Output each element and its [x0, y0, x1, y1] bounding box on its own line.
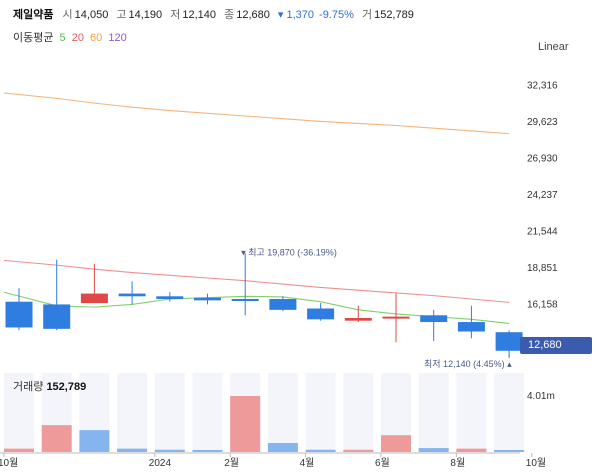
- y-tick-label: 16,158: [527, 300, 558, 311]
- x-tick-label: 4월: [300, 457, 315, 469]
- x-tick-label: 10월: [526, 457, 546, 469]
- volume-bar: [154, 449, 185, 452]
- volume-bar: [381, 435, 411, 452]
- volume-label: 거: [361, 9, 373, 21]
- volume-bar-background: [117, 373, 148, 452]
- candle-body: [269, 299, 297, 310]
- price-change: ▾ 1,370: [277, 9, 315, 21]
- volume-bar: [494, 450, 525, 452]
- volume-bar: [79, 430, 110, 452]
- stock-summary-header: 제일약품 시 14,050 고 14,190 저 12,140 종 12,680 ▾ 1…: [13, 6, 419, 22]
- close-label: 종: [224, 9, 235, 21]
- moving-average-legend[interactable]: 이동평균 5 20 60 120: [13, 29, 130, 45]
- time-x-axis: 10월 2024 2월 4월 6월 8월 10월: [0, 452, 546, 469]
- volume-plot-area: [4, 373, 525, 452]
- scale-toggle-button[interactable]: Linear: [538, 41, 569, 53]
- volume-panel-label: 거래량: [13, 381, 44, 393]
- ma-20-period[interactable]: 20: [71, 32, 84, 44]
- price-change-percent: -9.75%: [319, 9, 354, 21]
- volume-bar: [418, 448, 449, 452]
- high-value: 14,190: [128, 9, 163, 21]
- volume-bar-background: [267, 373, 298, 452]
- low-label: 저: [170, 9, 181, 21]
- x-tick-label: 2024: [149, 458, 172, 469]
- candle-body: [420, 315, 448, 323]
- y-tick-label: 18,851: [527, 263, 558, 274]
- volume-bar: [4, 448, 34, 452]
- volume-bar-background: [305, 373, 336, 452]
- volume-bar: [192, 450, 223, 452]
- volume-bar: [267, 443, 298, 452]
- ma-120-period[interactable]: 120: [108, 32, 127, 44]
- candle-body: [43, 304, 71, 329]
- open-value: 14,050: [74, 9, 109, 21]
- volume-bar: [41, 425, 72, 452]
- ma60-line: [3, 92, 510, 135]
- volume-bar-background: [418, 373, 449, 452]
- x-tick-label: 10월: [0, 457, 18, 469]
- y-tick-label: 29,623: [527, 117, 558, 128]
- candle-body: [5, 301, 33, 328]
- volume-axis-label: 4.01m: [527, 391, 555, 402]
- candle-body: [80, 293, 108, 304]
- last-price-tag: 12,680: [520, 337, 592, 354]
- volume-bar: [343, 449, 374, 452]
- low-value: 12,140: [182, 9, 217, 21]
- volume-bar-background: [154, 373, 185, 452]
- volume-bar-background: [494, 373, 525, 452]
- y-tick-label: 21,544: [527, 227, 558, 238]
- x-tick-label: 2월: [224, 457, 239, 469]
- candle-body: [495, 332, 523, 351]
- ma-5-period[interactable]: 5: [59, 32, 66, 44]
- close-value: 12,680: [236, 9, 270, 21]
- candle-body: [457, 322, 485, 332]
- y-tick-label: 32,316: [527, 81, 558, 92]
- candle-body: [194, 297, 221, 301]
- candle-body: [156, 296, 184, 299]
- volume-bar: [230, 396, 261, 452]
- volume-bar-background: [343, 373, 374, 452]
- candle-body: [344, 317, 372, 321]
- x-tick-label: 6월: [375, 457, 390, 469]
- candle-body: [307, 308, 335, 320]
- volume-panel-title: 거래량 152,789: [13, 378, 86, 394]
- y-tick-label: 24,237: [527, 190, 558, 201]
- ma-60-period[interactable]: 60: [90, 32, 103, 44]
- volume-bar-background: [4, 373, 34, 452]
- volume-bar: [117, 448, 148, 452]
- x-tick-label: 8월: [450, 457, 465, 469]
- volume-bar-background: [456, 373, 487, 452]
- low-price-annotation: 최저 12,140 (4.45%) ▴: [424, 359, 512, 369]
- high-price-annotation: ▾ 최고 19,870 (-36.19%): [241, 247, 337, 257]
- high-label: 고: [116, 9, 127, 21]
- price-plot-area: ▾ 최고 19,870 (-36.19%) 최저 12,140 (4.45%) ▴: [3, 92, 523, 369]
- ma20-line: [3, 259, 510, 303]
- y-tick-label: 26,930: [527, 154, 558, 165]
- open-label: 시: [62, 9, 73, 21]
- candle-body: [118, 293, 146, 297]
- stock-name: 제일약품: [13, 9, 54, 21]
- candle-body: [382, 316, 410, 319]
- moving-average-label: 이동평균: [13, 32, 54, 44]
- candle-body: [231, 299, 259, 301]
- volume-panel-value: 152,789: [46, 381, 87, 393]
- volume-value: 152,789: [374, 9, 414, 21]
- volume-bar-background: [192, 373, 223, 452]
- volume-bar: [456, 448, 487, 452]
- volume-bar: [305, 449, 336, 452]
